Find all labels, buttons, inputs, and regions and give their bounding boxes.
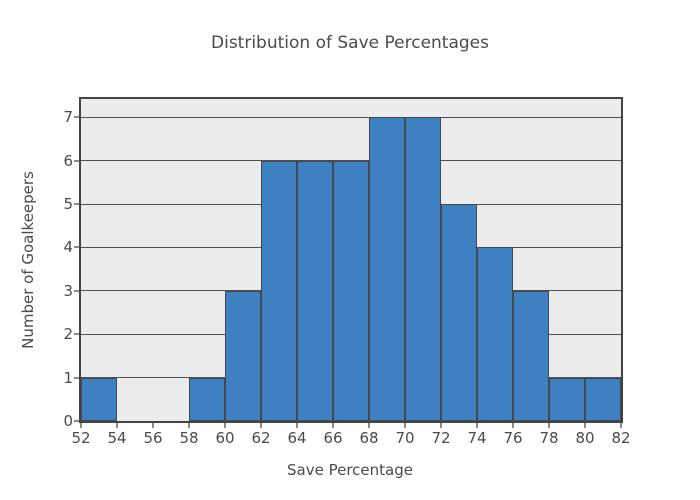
y-tick-label-0: 0: [63, 412, 73, 430]
histogram-bar-74-76: [477, 247, 513, 421]
x-tick-label-54: 54: [107, 429, 127, 447]
histogram-bar-52-54: [81, 377, 117, 421]
histogram-bar-70-72: [405, 117, 441, 421]
histogram-bar-76-78: [513, 290, 549, 421]
x-tick-label-64: 64: [287, 429, 307, 447]
y-axis-title: Number of Goalkeepers: [19, 171, 37, 349]
y-tick-mark-7: [74, 116, 79, 119]
y-tick-label-3: 3: [63, 281, 73, 300]
x-axis-title: Save Percentage: [287, 461, 413, 479]
y-tick-label-7: 7: [63, 108, 73, 127]
y-tick-label-4: 4: [63, 238, 73, 257]
x-tick-label-58: 58: [179, 429, 199, 447]
histogram-bar-66-68: [333, 160, 369, 421]
x-tick-label-56: 56: [143, 429, 163, 447]
x-tick-mark-78: [548, 423, 550, 428]
x-tick-mark-62: [260, 423, 262, 428]
x-tick-label-62: 62: [251, 429, 271, 447]
x-tick-mark-82: [620, 423, 622, 428]
histogram-bar-58-60: [189, 377, 225, 421]
x-tick-label-66: 66: [323, 429, 343, 447]
x-tick-label-52: 52: [71, 429, 91, 447]
y-tick-label-2: 2: [63, 325, 73, 344]
x-tick-mark-74: [476, 423, 478, 428]
y-tick-mark-4: [74, 246, 79, 249]
plot-area: [79, 97, 623, 423]
x-tick-mark-54: [116, 423, 118, 428]
x-tick-label-70: 70: [395, 429, 415, 447]
y-tick-mark-6: [74, 159, 79, 162]
gridline-y-7: [81, 116, 621, 118]
x-tick-mark-64: [296, 423, 298, 428]
x-tick-mark-80: [584, 423, 586, 428]
histogram-bar-64-66: [297, 160, 333, 421]
y-tick-label-6: 6: [63, 151, 73, 170]
y-tick-label-1: 1: [63, 368, 73, 387]
histogram-bar-78-80: [549, 377, 585, 421]
y-tick-label-5: 5: [63, 195, 73, 214]
y-tick-mark-3: [74, 289, 79, 292]
x-tick-mark-52: [80, 423, 82, 428]
chart-title: Distribution of Save Percentages: [211, 33, 489, 53]
histogram-bar-60-62: [225, 290, 261, 421]
y-tick-mark-1: [74, 376, 79, 379]
x-tick-mark-68: [368, 423, 370, 428]
x-tick-mark-56: [152, 423, 154, 428]
x-tick-label-60: 60: [215, 429, 235, 447]
histogram-bar-68-70: [369, 117, 405, 421]
x-tick-mark-60: [224, 423, 226, 428]
x-tick-mark-72: [440, 423, 442, 428]
histogram-bar-72-74: [441, 204, 477, 421]
x-tick-label-78: 78: [539, 429, 559, 447]
histogram-bar-80-82: [585, 377, 621, 421]
y-tick-mark-5: [74, 203, 79, 206]
x-tick-mark-58: [188, 423, 190, 428]
x-tick-label-72: 72: [431, 429, 451, 447]
histogram-bar-62-64: [261, 160, 297, 421]
x-tick-label-74: 74: [467, 429, 487, 447]
x-tick-mark-66: [332, 423, 334, 428]
x-tick-label-82: 82: [611, 429, 631, 447]
x-tick-label-76: 76: [503, 429, 523, 447]
y-tick-mark-2: [74, 333, 79, 336]
x-tick-label-68: 68: [359, 429, 379, 447]
y-tick-mark-0: [74, 420, 79, 422]
x-tick-mark-70: [404, 423, 406, 428]
x-tick-label-80: 80: [575, 429, 595, 447]
x-tick-mark-76: [512, 423, 514, 428]
